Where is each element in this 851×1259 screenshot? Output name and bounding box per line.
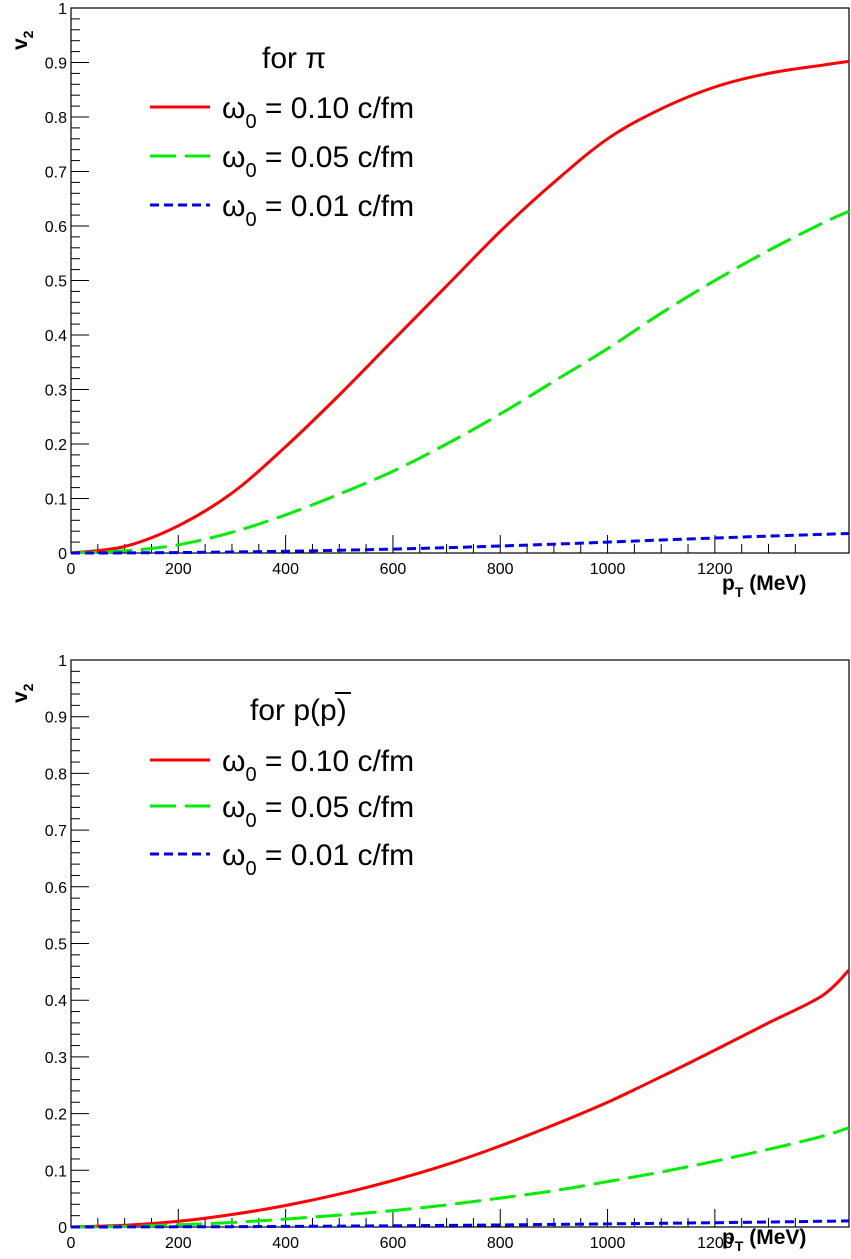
y-tick-label: 0.8	[45, 110, 67, 127]
x-axis-title: pT (MeV)	[722, 1226, 806, 1254]
x-axis: 0 200 400 600 800 1000 1200	[67, 1209, 796, 1252]
series-line-omega-005	[70, 1126, 850, 1229]
y-tick-label: 0.2	[45, 1107, 67, 1124]
x-tick-label: 0	[67, 561, 76, 578]
y-tick-label: 0.8	[45, 766, 67, 783]
legend-label: ω0 = 0.01 c/fm	[222, 839, 414, 880]
y-tick-label: 0.4	[45, 993, 67, 1010]
y-tick-label: 0.9	[45, 56, 67, 73]
y-tick-label: 0.1	[45, 1163, 67, 1180]
y-tick-label: 0.4	[45, 328, 67, 345]
x-tick-label: 1000	[590, 1235, 626, 1252]
x-tick-label: 800	[487, 1235, 514, 1252]
series-lines	[70, 59, 850, 555]
x-tick-label: 400	[272, 1235, 299, 1252]
y-tick-label: 1	[58, 1, 67, 18]
y-tick-label: 0.2	[45, 437, 67, 454]
chart-panel-pions: 0 0.1 0.2 0.3 0.4 0.5 0.6 0.7 0.8 0.9 1 0 200 400 600…	[9, 1, 850, 600]
series-line-omega-001	[70, 1219, 850, 1229]
y-tick-label: 0.6	[45, 219, 67, 236]
legend: ω0 = 0.10 c/fm ω0 = 0.05 c/fm ω0 = 0.01 …	[150, 745, 414, 880]
legend-entry-omega-001: ω0 = 0.01 c/fm	[150, 190, 414, 231]
legend-label: ω0 = 0.10 c/fm	[222, 92, 414, 133]
plot-frame	[70, 7, 850, 554]
y-tick-label: 0.3	[45, 383, 67, 400]
legend: ω0 = 0.10 c/fm ω0 = 0.05 c/fm ω0 = 0.01 …	[150, 92, 414, 231]
legend-label: ω0 = 0.01 c/fm	[222, 190, 414, 231]
y-tick-label: 0.7	[45, 823, 67, 840]
series-line-omega-010	[70, 59, 850, 555]
x-axis: 0 200 400 600 800 1000 1200	[67, 535, 796, 578]
series-lines	[70, 969, 851, 1229]
legend-label: ω0 = 0.05 c/fm	[222, 791, 414, 832]
legend-entry-omega-010: ω0 = 0.10 c/fm	[150, 92, 414, 133]
chart-panel-protons: 0 0.1 0.2 0.3 0.4 0.5 0.6 0.7 0.8 0.9 1 0 200 400 600…	[9, 653, 851, 1254]
y-axis: 0 0.1 0.2 0.3 0.4 0.5 0.6 0.7 0.8 0.9 1	[45, 653, 89, 1237]
y-tick-label: 0.5	[45, 274, 67, 291]
x-tick-label: 600	[380, 561, 407, 578]
x-tick-label: 800	[487, 561, 514, 578]
y-tick-label: 0.9	[45, 710, 67, 727]
x-tick-label: 1200	[697, 561, 733, 578]
y-tick-label: 0	[58, 546, 67, 563]
x-tick-label: 1000	[590, 561, 626, 578]
legend-label: ω0 = 0.05 c/fm	[222, 141, 414, 182]
y-axis-title: v2	[9, 30, 36, 50]
plot-frame	[70, 659, 850, 1228]
legend-entry-omega-001: ω0 = 0.01 c/fm	[150, 839, 414, 880]
legend-label: ω0 = 0.10 c/fm	[222, 745, 414, 786]
x-tick-label: 0	[67, 1235, 76, 1252]
legend-entry-omega-005: ω0 = 0.05 c/fm	[150, 791, 414, 832]
y-tick-label: 0.5	[45, 937, 67, 954]
x-tick-label: 200	[165, 1235, 192, 1252]
series-line-omega-001	[70, 532, 850, 555]
y-axis: 0 0.1 0.2 0.3 0.4 0.5 0.6 0.7 0.8 0.9 1	[45, 1, 89, 563]
chart-annotation: for p(p)	[250, 694, 347, 727]
y-tick-label: 0.7	[45, 165, 67, 182]
y-axis-title: v2	[9, 683, 36, 703]
legend-entry-omega-010: ω0 = 0.10 c/fm	[150, 745, 414, 786]
y-tick-label: 0	[58, 1220, 67, 1237]
x-tick-label: 400	[272, 561, 299, 578]
legend-entry-omega-005: ω0 = 0.05 c/fm	[150, 141, 414, 182]
x-axis-title: pT (MeV)	[722, 572, 806, 600]
y-tick-label: 0.3	[45, 1050, 67, 1067]
x-tick-label: 1200	[697, 1235, 733, 1252]
series-line-omega-005	[70, 209, 850, 555]
y-tick-label: 1	[58, 653, 67, 670]
x-tick-label: 600	[380, 1235, 407, 1252]
y-tick-label: 0.1	[45, 492, 67, 509]
y-tick-label: 0.6	[45, 880, 67, 897]
x-tick-label: 200	[165, 561, 192, 578]
chart-annotation: for π	[262, 42, 326, 75]
series-line-omega-010	[70, 969, 851, 1229]
